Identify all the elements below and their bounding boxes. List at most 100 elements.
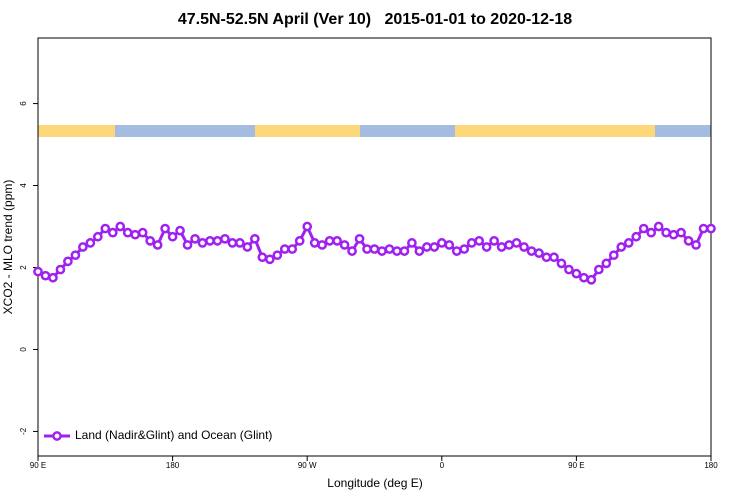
point	[160, 223, 170, 234]
point	[63, 256, 73, 267]
point	[33, 266, 43, 277]
x-axis-label: Longitude (deg E)	[327, 476, 422, 490]
plot-frame	[37, 37, 712, 457]
point	[122, 227, 133, 238]
point	[242, 242, 253, 252]
x-tick-label: 90 E	[568, 461, 584, 470]
point	[339, 240, 350, 250]
point	[78, 242, 88, 252]
point	[579, 272, 589, 283]
point	[451, 246, 462, 256]
ocean-strip	[115, 125, 255, 137]
point	[474, 236, 485, 246]
point	[653, 221, 664, 232]
point	[92, 231, 103, 242]
point	[549, 252, 559, 263]
y-tick-label: 6	[19, 101, 28, 106]
point	[399, 246, 410, 256]
point	[190, 233, 200, 244]
y-axis-label: XCO2 - MLO trend (ppm)	[1, 180, 15, 315]
point	[459, 244, 470, 254]
point	[250, 233, 260, 244]
point	[294, 236, 305, 246]
point	[130, 229, 141, 240]
point	[220, 233, 230, 244]
point	[369, 244, 380, 254]
point	[526, 246, 537, 256]
point	[264, 254, 275, 265]
point	[496, 242, 507, 252]
x-tick-label: 0	[440, 461, 445, 470]
point	[623, 238, 634, 248]
point	[377, 246, 387, 256]
ocean-strip	[360, 125, 455, 137]
point	[55, 264, 66, 275]
point	[504, 240, 514, 250]
point	[115, 221, 126, 232]
point	[287, 244, 298, 254]
y-tick-label: -2	[19, 427, 28, 435]
point	[564, 264, 574, 275]
land-ocean-strip	[38, 125, 711, 137]
point	[107, 227, 118, 238]
point	[676, 227, 686, 238]
ocean-strip	[655, 125, 711, 137]
point	[444, 240, 455, 250]
point	[481, 242, 492, 252]
x-tick-label: 180	[704, 461, 718, 470]
point	[227, 238, 238, 248]
point	[608, 250, 619, 261]
chart-title: 47.5N-52.5N April (Ver 10) 2015-01-01 to…	[178, 11, 572, 28]
point	[571, 268, 582, 279]
point	[466, 238, 477, 248]
point	[541, 252, 552, 263]
x-tick-label: 90 E	[30, 461, 46, 470]
point	[317, 240, 328, 250]
point	[70, 250, 81, 261]
point	[362, 244, 372, 254]
point	[392, 246, 402, 256]
point	[511, 238, 522, 248]
point	[235, 238, 245, 248]
point	[279, 244, 290, 254]
point	[152, 240, 163, 250]
point	[48, 272, 58, 283]
point	[534, 248, 544, 258]
legend-label: Land (Nadir&Glint) and Ocean (Glint)	[75, 428, 272, 442]
x-tick-label: 180	[166, 461, 180, 470]
point	[302, 221, 313, 232]
point	[182, 240, 193, 250]
point	[309, 238, 320, 248]
land-strip	[255, 125, 360, 137]
point	[40, 270, 51, 281]
point	[489, 236, 499, 246]
y-tick-label: 2	[19, 265, 28, 270]
land-strip	[455, 125, 655, 137]
point	[436, 238, 447, 248]
point	[421, 242, 432, 252]
point	[197, 238, 208, 248]
point	[212, 236, 223, 246]
point	[691, 240, 701, 250]
point	[257, 252, 268, 263]
point	[354, 233, 365, 244]
point	[384, 244, 395, 254]
point	[414, 246, 425, 256]
point	[137, 227, 148, 238]
point	[646, 227, 657, 238]
point	[85, 238, 96, 248]
point	[347, 246, 357, 256]
point	[586, 274, 597, 285]
point	[631, 231, 642, 242]
point	[429, 242, 440, 252]
x-tick-label: 90 W	[298, 461, 317, 470]
point	[668, 229, 679, 240]
y-tick-label: 4	[19, 183, 28, 188]
point	[661, 227, 671, 238]
point	[145, 236, 156, 246]
point	[175, 225, 185, 236]
point	[205, 236, 215, 246]
point	[683, 236, 694, 246]
point	[407, 238, 417, 248]
legend-marker	[52, 431, 62, 441]
